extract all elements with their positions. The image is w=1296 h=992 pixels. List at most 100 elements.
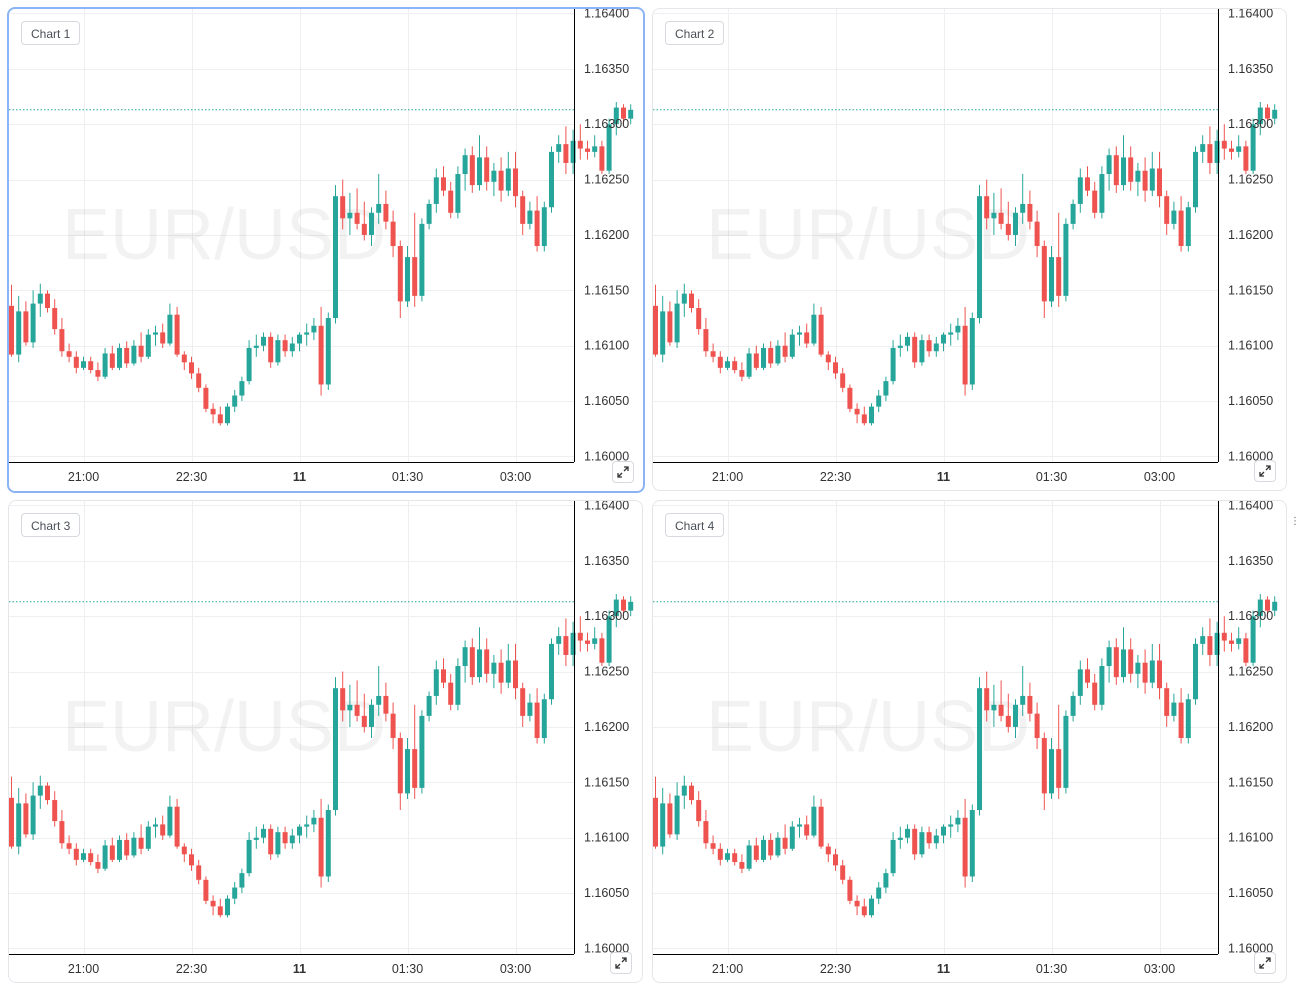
candle-body xyxy=(95,862,101,869)
expand-button[interactable] xyxy=(1254,460,1276,482)
chart-pane-2[interactable]: Chart 2 EUR/USD 1.16400 1.16350 1.16300 1.16… xyxy=(652,8,1287,491)
candle xyxy=(861,406,867,426)
candle-body xyxy=(333,688,338,811)
candle-body xyxy=(782,837,788,849)
candle-body xyxy=(1070,695,1076,716)
candle-body xyxy=(703,329,709,352)
candle-body xyxy=(1171,210,1177,224)
candle xyxy=(455,658,461,711)
candle-body xyxy=(225,406,230,424)
candle-body xyxy=(854,408,860,415)
candle xyxy=(124,833,130,860)
candle-body xyxy=(203,879,209,901)
candle-body xyxy=(347,704,353,711)
chart-pane-3[interactable]: Chart 3 EUR/USD 1.16400 1.16350 1.16300 1.16… xyxy=(8,500,643,983)
candle xyxy=(181,843,187,863)
time-tick-label: 11 xyxy=(293,962,306,976)
candle xyxy=(189,356,194,379)
candle-body xyxy=(1027,695,1033,714)
candle-body xyxy=(318,817,324,877)
candle xyxy=(1077,168,1083,213)
candle xyxy=(883,376,889,402)
expand-button[interactable] xyxy=(610,952,632,974)
candle xyxy=(1077,660,1083,705)
candle-body xyxy=(984,196,990,219)
candle-body xyxy=(505,168,511,191)
candle-body xyxy=(81,853,86,860)
candle xyxy=(768,833,774,860)
candle xyxy=(897,334,903,357)
candle-body xyxy=(109,845,115,860)
candle xyxy=(912,824,918,860)
candle xyxy=(732,848,738,866)
candlestick-chart[interactable]: EUR/USD 1.16400 1.16350 1.16300 1.16250 1.162… xyxy=(653,9,1286,490)
candle xyxy=(181,351,187,371)
candle xyxy=(969,804,975,883)
candle xyxy=(81,356,86,371)
candle-body xyxy=(441,177,446,191)
candle-body xyxy=(991,212,997,219)
candle xyxy=(390,210,396,258)
candle xyxy=(746,839,752,871)
candle-body xyxy=(811,314,817,344)
candle xyxy=(797,325,802,346)
candle xyxy=(563,126,569,175)
candle xyxy=(861,898,867,918)
candlestick-chart[interactable]: EUR/USD 1.16400 1.16350 1.16300 1.16250 1.162… xyxy=(9,501,642,982)
candle xyxy=(549,638,554,705)
candle-body xyxy=(282,832,288,844)
candle xyxy=(1171,693,1177,722)
candle xyxy=(527,693,533,722)
candle xyxy=(1207,618,1213,667)
candle xyxy=(498,649,504,694)
chart-title-badge: Chart 2 xyxy=(665,21,725,45)
expand-button[interactable] xyxy=(1254,952,1276,974)
candle xyxy=(66,835,72,855)
candle xyxy=(854,403,860,424)
candle-body xyxy=(926,832,932,844)
candle-body xyxy=(1178,702,1184,739)
candle xyxy=(653,284,658,357)
candle-body xyxy=(232,887,238,899)
candle-body xyxy=(1142,170,1148,191)
candle xyxy=(1229,140,1234,160)
candle xyxy=(1013,699,1018,739)
candle xyxy=(556,627,562,655)
candle-body xyxy=(412,749,418,788)
candle xyxy=(674,782,680,840)
candle-body xyxy=(599,146,605,171)
candle-body xyxy=(361,715,367,727)
candle xyxy=(847,876,853,905)
chart-pane-1[interactable]: Chart 1 EUR/USD 1.16400 1.16350 1.16300 1.16… xyxy=(7,7,645,493)
candlestick-chart[interactable]: EUR/USD 1.16400 1.16350 1.16300 1.16250 1.162… xyxy=(9,9,643,491)
candle-body xyxy=(1077,669,1083,696)
candle-body xyxy=(1272,601,1278,611)
candle xyxy=(948,815,954,838)
candle-body xyxy=(696,800,702,822)
candle xyxy=(789,821,795,851)
candle-body xyxy=(977,196,982,319)
candle-body xyxy=(390,221,396,247)
expand-button[interactable] xyxy=(612,461,634,483)
candle xyxy=(833,848,838,871)
candle-body xyxy=(825,354,831,363)
candle xyxy=(689,290,694,313)
candle-body xyxy=(660,311,666,355)
candle-body xyxy=(527,210,533,224)
candle xyxy=(477,135,482,191)
candle-body xyxy=(534,702,540,739)
candle xyxy=(1185,201,1191,252)
candle xyxy=(376,174,382,224)
candle-body xyxy=(681,293,687,304)
price-tick-label: 1.16400 xyxy=(584,9,629,20)
candle-body xyxy=(1056,749,1062,788)
candlestick-chart[interactable]: EUR/USD 1.16400 1.16350 1.16300 1.16250 1.162… xyxy=(653,501,1286,982)
candle xyxy=(81,848,86,863)
candle xyxy=(717,351,723,374)
candle-body xyxy=(876,395,882,407)
candle-body xyxy=(1229,148,1234,152)
candle-body xyxy=(361,223,367,235)
resize-handle-icon[interactable]: ⋮ xyxy=(1290,516,1296,527)
candle-body xyxy=(621,599,626,611)
chart-pane-4[interactable]: Chart 4 EUR/USD 1.16400 1.16350 1.16300 1.16… xyxy=(652,500,1287,983)
